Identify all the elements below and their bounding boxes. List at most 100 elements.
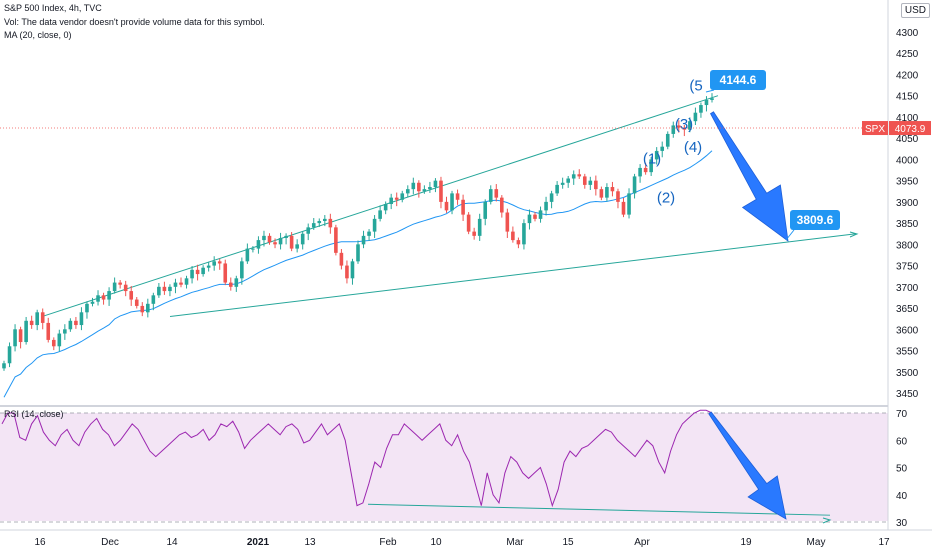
price-pane-bg	[0, 0, 888, 404]
time-tick-label: 14	[166, 537, 178, 548]
price-tick-label: 3850	[896, 219, 919, 230]
candle-body	[151, 295, 156, 304]
candle-body	[29, 320, 34, 326]
time-tick-label: Apr	[634, 537, 650, 548]
candle-body	[339, 252, 344, 266]
candle-body	[566, 178, 570, 183]
candle-body	[610, 187, 615, 192]
candle-body	[428, 187, 432, 190]
candle-body	[450, 193, 454, 211]
candle-body	[378, 210, 382, 219]
candle-body	[179, 282, 183, 285]
price-tick-label: 4150	[896, 92, 919, 103]
candle-body	[704, 99, 709, 106]
candle-body	[444, 201, 449, 211]
time-tick-label: 13	[304, 537, 316, 548]
candle-body	[79, 312, 84, 326]
time-tick-label: 19	[740, 537, 752, 548]
candle-body	[710, 98, 714, 100]
time-tick-label: 17	[878, 537, 890, 548]
candle-body	[228, 282, 233, 287]
candle-body	[284, 235, 288, 238]
candle-body	[494, 189, 499, 198]
candle-body	[7, 346, 12, 364]
candle-body	[649, 159, 653, 173]
candle-body	[367, 231, 371, 236]
candle-body	[311, 223, 316, 228]
candle-body	[654, 150, 659, 160]
candle-body	[500, 197, 504, 213]
candle-body	[699, 105, 703, 113]
candle-body	[439, 180, 443, 202]
candle-body	[461, 199, 465, 215]
candle-body	[157, 286, 161, 296]
candle-body	[96, 295, 100, 302]
candle-body	[51, 339, 56, 347]
candle-body	[693, 112, 698, 122]
price-tick-label: 3900	[896, 198, 919, 209]
candle-body	[273, 242, 277, 245]
candle-body	[345, 265, 349, 279]
candle-body	[417, 182, 421, 192]
candle-body	[405, 189, 410, 194]
candle-body	[251, 248, 255, 250]
price-tick-label: 4050	[896, 134, 919, 145]
candle-body	[350, 261, 355, 279]
rsi-legend[interactable]: RSI (14, close)	[4, 409, 64, 419]
candle-body	[383, 204, 388, 211]
price-tag-symbol-bg	[862, 121, 888, 136]
candle-body	[483, 201, 488, 219]
candle-body	[262, 235, 266, 241]
candle-body	[627, 193, 631, 215]
candle-body	[107, 291, 111, 300]
candle-body	[505, 212, 510, 232]
candle-body	[588, 180, 593, 185]
candle-body	[74, 320, 78, 326]
candle-body	[306, 227, 311, 234]
price-tick-label: 4300	[896, 28, 919, 39]
candle-body	[638, 167, 642, 177]
candle-body	[616, 191, 620, 202]
candle-body	[555, 184, 559, 194]
candle-body	[455, 193, 460, 200]
candle-body	[671, 125, 676, 134]
rsi-tick-label: 30	[896, 518, 908, 529]
candle-body	[560, 182, 565, 185]
candle-body	[389, 197, 393, 205]
candle-body	[582, 176, 587, 185]
candle-body	[85, 303, 89, 313]
candle-body	[621, 201, 626, 215]
candle-body	[101, 295, 106, 300]
price-tick-label: 3500	[896, 368, 919, 379]
candle-body	[223, 263, 228, 283]
callout-pointer	[785, 229, 795, 241]
callout-box	[710, 70, 766, 90]
candle-body	[317, 220, 322, 224]
candle-body	[466, 214, 471, 232]
candle-body	[256, 240, 261, 249]
time-tick-label: Dec	[101, 537, 119, 548]
rsi-trendline-arrowhead	[822, 517, 832, 524]
callout-label: 3809.6	[797, 213, 834, 227]
time-tick-label: 15	[562, 537, 574, 548]
wave-label: (4)	[684, 139, 702, 156]
price-tag-value: 4073.9	[895, 124, 926, 135]
price-tick-label: 3750	[896, 262, 919, 273]
symbol-legend[interactable]: S&P 500 Index, 4h, TVC	[4, 3, 102, 13]
forecast-arrow-price	[709, 111, 789, 242]
candle-body	[549, 193, 554, 202]
time-tick-label: 2021	[247, 537, 270, 548]
candle-body	[516, 240, 521, 245]
candle-body	[682, 127, 687, 130]
time-tick-label: Feb	[379, 537, 397, 548]
ma-legend[interactable]: MA (20, close, 0)	[4, 30, 72, 40]
candle-body	[295, 244, 299, 249]
candle-body	[433, 180, 438, 188]
currency-button[interactable]: USD	[900, 3, 930, 18]
candle-body	[278, 237, 283, 245]
candle-body	[544, 201, 548, 211]
candle-body	[400, 193, 405, 200]
candle-body	[527, 214, 532, 224]
channel-lower-line	[169, 233, 857, 318]
candle-body	[632, 176, 637, 194]
